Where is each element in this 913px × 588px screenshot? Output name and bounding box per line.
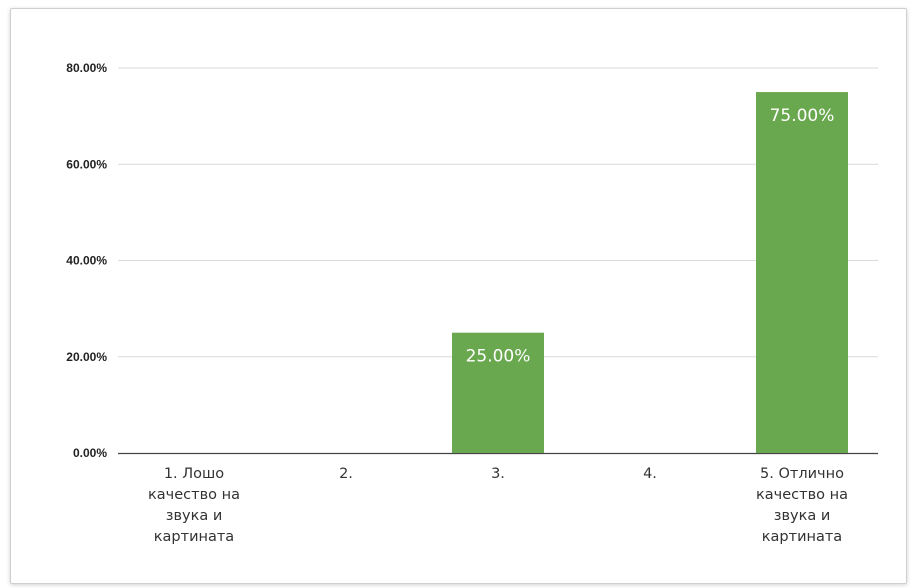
y-tick-label: 40.00%: [66, 254, 107, 268]
y-axis-tick-labels: 0.00% 20.00% 40.00% 60.00% 80.00%: [66, 61, 107, 460]
x-tick-label: 1. Лошо качество на звука и картината: [148, 466, 240, 545]
bar: [756, 92, 848, 453]
y-tick-label: 80.00%: [66, 61, 107, 75]
y-tick-label: 20.00%: [66, 350, 107, 364]
x-tick-label: 3.: [491, 466, 505, 482]
data-label: 75.00%: [770, 106, 835, 126]
gridlines: [118, 67, 878, 455]
data-labels: 25.00% 75.00%: [466, 106, 835, 367]
x-tick-label: 5. Отлично качество на звука и картината: [756, 466, 848, 545]
data-label: 25.00%: [466, 347, 531, 367]
bars: [452, 92, 848, 453]
x-tick-label: 2.: [339, 466, 353, 482]
x-tick-label: 4.: [643, 466, 657, 482]
bar: [452, 332, 544, 453]
y-tick-label: 0.00%: [73, 446, 107, 460]
x-axis-category-labels: 1. Лошо качество на звука и картината 2. 3. 4.…: [148, 466, 848, 545]
y-tick-label: 60.00%: [66, 157, 107, 171]
